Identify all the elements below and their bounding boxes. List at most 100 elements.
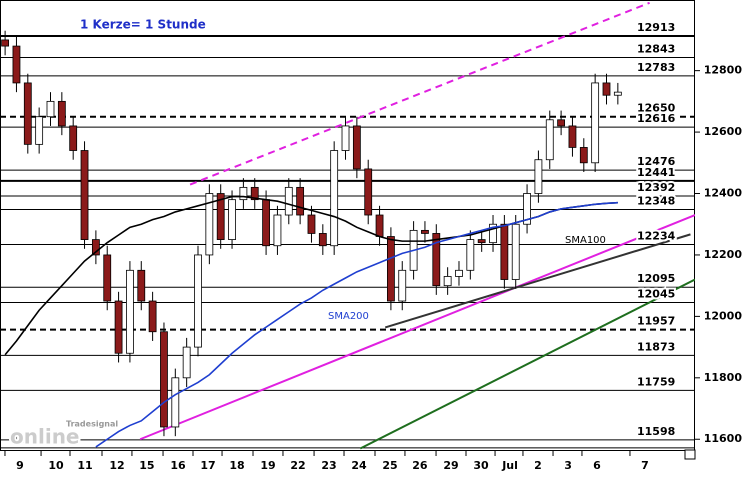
candle-body: [239, 186, 248, 201]
candle-body: [557, 119, 566, 127]
y-tick-label: 12800: [704, 64, 743, 77]
level-label: 12348: [637, 194, 675, 207]
candle-body: [568, 125, 577, 148]
level-label: 12843: [637, 42, 675, 55]
candle-body: [194, 254, 202, 348]
y-tick-label: 12600: [704, 125, 743, 138]
candle-body: [398, 269, 407, 302]
x-tick-label: 3: [564, 459, 572, 472]
x-tick-label: 16: [170, 459, 186, 472]
x-tick-label: 11: [77, 459, 92, 472]
x-tick-label: 15: [139, 459, 154, 472]
x-tick-label: 29: [443, 459, 458, 472]
level-label: 12783: [637, 61, 675, 74]
candle-body: [296, 186, 305, 216]
level-label: 12441: [637, 166, 675, 179]
x-tick-label: 23: [321, 459, 336, 472]
candle-body: [126, 269, 134, 354]
candle-body: [12, 45, 21, 84]
y-tick-label: 12200: [704, 248, 743, 261]
level-label: 11957: [637, 315, 675, 328]
level-label: 12234: [637, 230, 676, 243]
x-tick-label: 18: [229, 459, 244, 472]
level-label: 11598: [637, 425, 675, 438]
level-label: 12476: [637, 155, 676, 168]
x-tick-label: Jul: [501, 459, 518, 472]
x-tick-label: 24: [351, 459, 367, 472]
y-tick-label: 11600: [704, 432, 743, 445]
candle-body: [421, 229, 429, 234]
level-label: 12650: [637, 102, 676, 115]
candle-body: [375, 214, 384, 237]
candle-body: [387, 236, 395, 302]
candle-body: [307, 214, 316, 234]
candle-body: [318, 233, 327, 247]
x-tick-label: 6: [593, 459, 601, 472]
y-tick-label: 12000: [704, 309, 743, 322]
candle-body: [205, 193, 214, 256]
candle-body: [489, 223, 497, 244]
level-label: 12913: [637, 21, 675, 34]
candle-body: [91, 239, 100, 256]
x-tick-label: 12: [109, 459, 124, 472]
candle-body: [182, 346, 191, 379]
candle-body: [466, 239, 475, 271]
annotation: 1 Kerze= 1 Stunde: [80, 18, 206, 32]
candle-body: [511, 223, 520, 280]
candle-body: [455, 269, 463, 277]
candle-body: [137, 269, 146, 302]
plot-area: [0, 1, 695, 450]
series-label: SMA200: [328, 311, 369, 322]
x-tick-label: 26: [412, 459, 428, 472]
level-label: 11759: [637, 375, 675, 388]
candle-body: [273, 214, 282, 247]
x-tick-label: 2: [534, 459, 542, 472]
candle-body: [228, 199, 236, 240]
candle-body: [160, 331, 168, 428]
y-tick-label: 12400: [704, 187, 743, 200]
candle-body: [80, 150, 89, 240]
scroll-corner: [684, 449, 696, 460]
candle-body: [591, 82, 600, 164]
trendline: [359, 278, 695, 450]
x-tick-label: 19: [260, 459, 275, 472]
candle-body: [534, 159, 543, 194]
candle-body: [613, 91, 622, 96]
candle-body: [103, 254, 112, 302]
watermark: online: [10, 425, 80, 449]
x-tick-label: 22: [290, 459, 305, 472]
trendline: [139, 214, 695, 441]
candle-body: [545, 119, 554, 161]
candle-body: [262, 199, 270, 247]
x-tick-label: 30: [473, 459, 489, 472]
candle-body: [523, 193, 531, 225]
series-label: SMA100: [565, 235, 606, 246]
candle-body: [579, 147, 588, 164]
candle-body: [364, 168, 373, 216]
x-tick-label: 25: [382, 459, 397, 472]
trendline: [189, 1, 650, 186]
candle-body: [443, 276, 452, 287]
level-label: 11873: [637, 340, 675, 353]
candle-body: [23, 82, 32, 145]
candle-body: [46, 100, 55, 118]
x-tick-label: 9: [16, 459, 24, 472]
moving-average: [95, 201, 618, 448]
plot-frame: [0, 0, 695, 451]
candle-body: [284, 186, 293, 216]
candle-body: [57, 100, 66, 127]
candle-body: [352, 125, 361, 170]
candle-body: [341, 125, 350, 151]
candle-body: [35, 116, 44, 145]
level-label: 12392: [637, 181, 675, 194]
candle-body: [477, 239, 486, 244]
level-label: 12095: [637, 272, 675, 285]
level-label: 12045: [637, 288, 675, 301]
x-tick-label: 10: [48, 459, 64, 472]
trendline: [384, 233, 691, 329]
candle-body: [500, 223, 509, 280]
candle-body: [148, 300, 157, 333]
y-tick-label: 11800: [704, 371, 743, 384]
